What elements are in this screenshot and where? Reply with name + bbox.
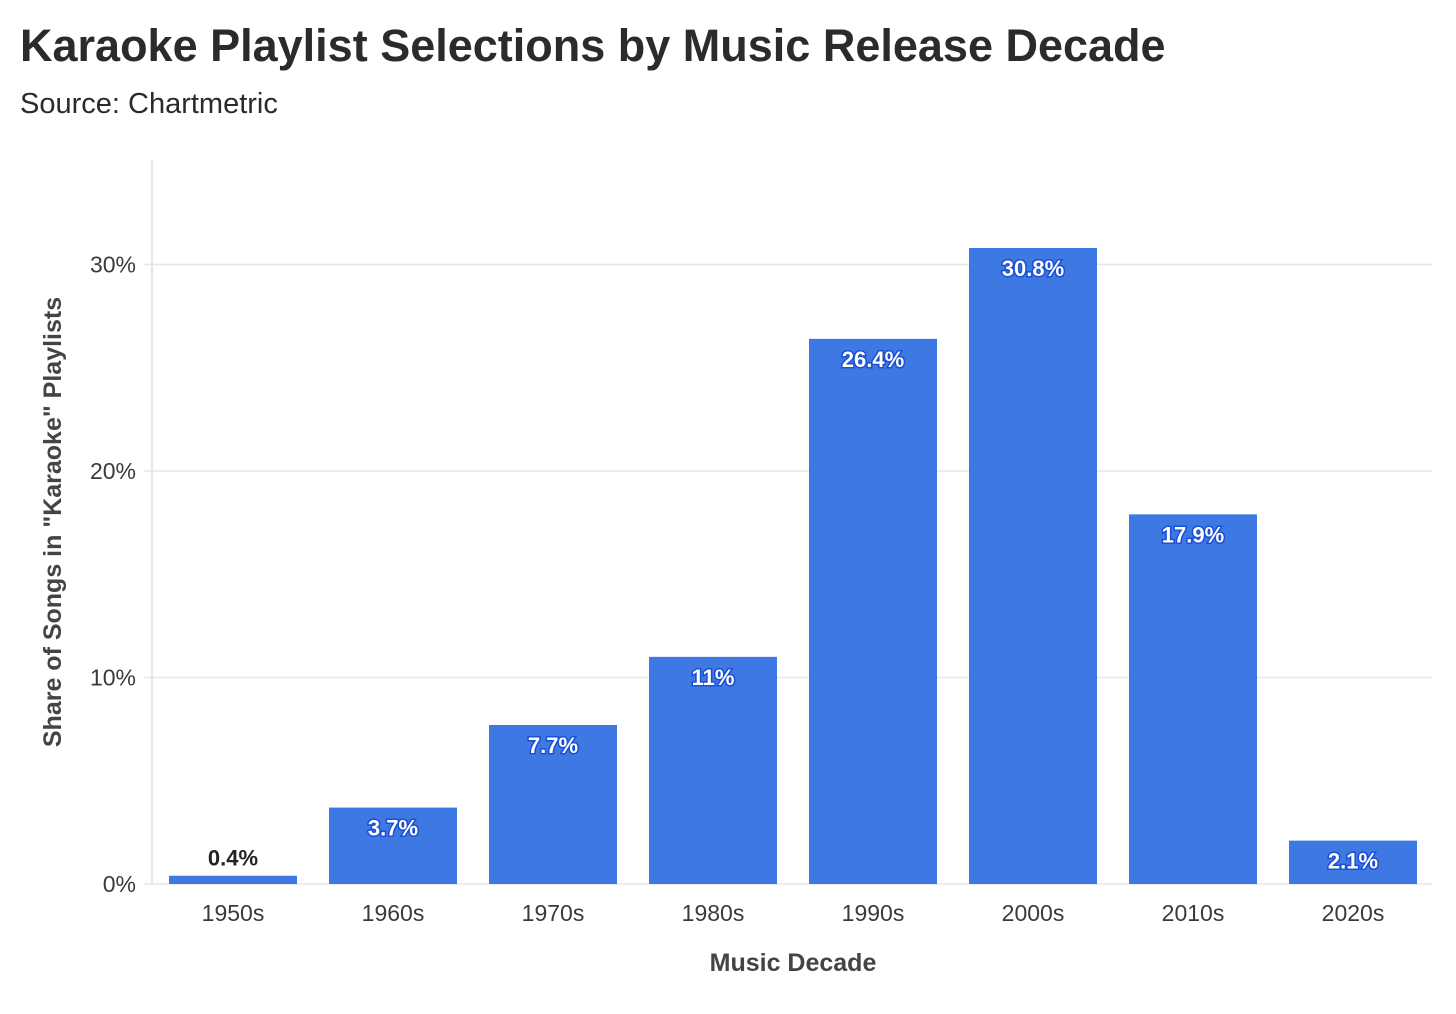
bar-1960s [329, 807, 457, 884]
bar-2010s [1129, 514, 1257, 884]
chart-subtitle: Source: Chartmetric [20, 88, 278, 120]
x-tick-label: 1970s [522, 900, 585, 926]
bar-2020s [1289, 840, 1417, 884]
data-label: 26.4% [842, 347, 904, 372]
x-tick-label: 1950s [202, 900, 265, 926]
x-tick-label: 1960s [362, 900, 425, 926]
data-label: 11% [692, 665, 735, 690]
x-tick-label: 2010s [1162, 900, 1225, 926]
data-label: 17.9% [1162, 522, 1224, 547]
y-tick-label: 0% [103, 871, 136, 897]
data-labels: 0.4% 3.7% 7.7% 11% 26.4% 30.8% 17.9% 2.1% [208, 254, 1380, 875]
bar-2000s [969, 247, 1097, 885]
bar-1970s [489, 724, 617, 884]
x-tick-label: 2020s [1322, 900, 1385, 926]
y-tick-label: 30% [90, 252, 136, 278]
y-axis-title: Share of Songs in "Karaoke" Playlists [39, 297, 67, 747]
data-label: 2.1% [1328, 849, 1378, 874]
x-tick-label: 1980s [682, 900, 745, 926]
data-label: 3.7% [368, 816, 418, 841]
y-tick-label: 10% [90, 665, 136, 691]
bar-1980s [649, 656, 777, 884]
y-axis-ticks: 0% 10% 20% 30% [90, 252, 136, 898]
bars [169, 247, 1417, 885]
x-axis-ticks: 1950s 1960s 1970s 1980s 1990s 2000s 2010s 2020s [202, 900, 1385, 926]
x-tick-label: 2000s [1002, 900, 1065, 926]
chart-title: Karaoke Playlist Selections by Music Rel… [20, 20, 1166, 71]
data-label: 7.7% [528, 733, 578, 758]
bar-1950s [169, 875, 297, 884]
y-tick-label: 20% [90, 458, 136, 484]
data-label: 0.4% [208, 846, 258, 871]
x-tick-label: 1990s [842, 900, 905, 926]
x-axis-title: Music Decade [710, 949, 877, 977]
data-label: 30.8% [1002, 256, 1064, 281]
bar-1990s [809, 338, 937, 885]
